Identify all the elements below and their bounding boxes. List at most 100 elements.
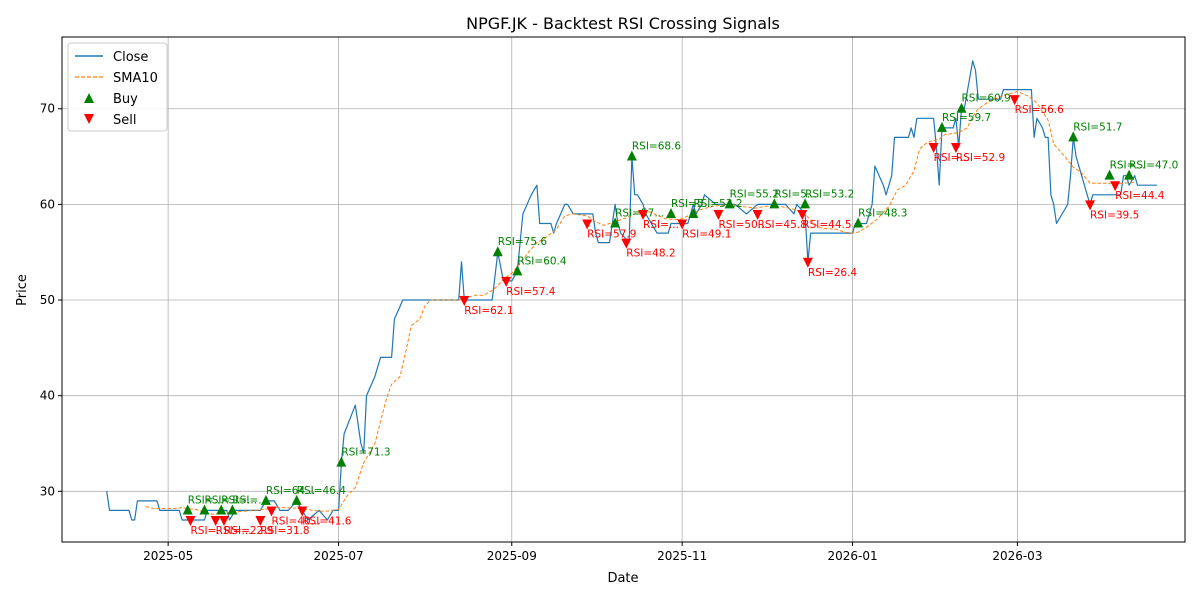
sell-marker: [210, 516, 221, 527]
legend-box: [67, 42, 168, 132]
buy-signal-label: RSI=71.3: [341, 447, 390, 459]
buy-marker: [724, 198, 735, 209]
sell-signal-label: RSI=52.9: [956, 152, 1005, 164]
sell-signal-label: RSI=...: [216, 525, 252, 537]
buy-marker: [260, 494, 271, 505]
legend-sell-marker: [84, 114, 94, 124]
sell-signal-label: RSI=22.9: [224, 525, 273, 537]
buy-signal-label: RSI=68.6: [632, 141, 682, 153]
sell-marker: [677, 219, 688, 230]
buy-marker: [227, 504, 238, 515]
y-tick-label: 70: [40, 102, 55, 116]
buy-marker: [853, 217, 864, 228]
buy-marker: [182, 504, 193, 515]
sell-signal-label: RSI=62.1: [464, 305, 513, 317]
x-axis-title: Date: [607, 571, 638, 586]
y-tick-label: 30: [40, 484, 55, 498]
sell-signal-label: RSI=50...: [718, 219, 767, 231]
x-tick-label: 2026-01: [827, 549, 877, 563]
buy-signal-label: RSI=...: [1110, 160, 1146, 172]
axis-ticks: 2025-05 2025-07 2025-09 2025-11 2026-01 2026-…: [40, 102, 1043, 563]
sell-signal-label: RSI=...: [643, 219, 679, 231]
sell-marker: [297, 506, 308, 517]
sell-signal-label: RSI=39.5: [1090, 209, 1139, 221]
sell-marker: [950, 142, 961, 153]
legend-close-label: Close: [113, 50, 148, 65]
x-tick-label: 2025-11: [657, 549, 707, 563]
sell-marker: [797, 209, 808, 220]
sell-marker: [638, 209, 649, 220]
buy-signal-label: RSI=...: [204, 494, 240, 506]
sell-marker: [752, 209, 763, 220]
buy-marker: [688, 207, 699, 218]
sell-signal-label: RSI=...: [191, 525, 227, 537]
buy-signal-label: RSI=...: [232, 494, 268, 506]
sell-signal-label: RSI=41.6: [302, 515, 352, 527]
buy-signal-label: RSI=75.6: [498, 236, 548, 248]
chart-title: NPGF.JK - Backtest RSI Crossing Signals: [466, 14, 780, 33]
buy-signal-label: RSI=64...: [266, 485, 315, 497]
y-tick-label: 40: [40, 389, 55, 403]
x-tick-label: 2025-09: [487, 549, 537, 563]
x-tick-label: 2025-05: [143, 549, 193, 563]
buy-marker: [1068, 131, 1079, 142]
sell-marker: [582, 219, 593, 230]
sell-marker: [266, 506, 277, 517]
buy-marker: [199, 504, 210, 515]
buy-signal-label: RSI=59.7: [942, 112, 991, 124]
buy-signal-label: RSI=47.0: [1129, 160, 1178, 172]
sell-signal-label: RSI=48.2: [626, 248, 675, 260]
buy-marker: [769, 198, 780, 209]
y-tick-label: 60: [40, 197, 55, 211]
buy-signal-label: RSI=48.3: [858, 208, 907, 220]
sell-signal-label: RSI=49.1: [682, 229, 731, 241]
sell-signal-label: RSI=...: [934, 152, 970, 164]
legend-buy-label: Buy: [113, 92, 138, 107]
x-tick-label: 2025-07: [313, 549, 363, 563]
buy-marker: [1104, 169, 1115, 180]
sell-marker: [501, 276, 512, 287]
buy-marker: [216, 504, 227, 515]
close-line: [106, 60, 1158, 521]
sell-marker: [185, 516, 196, 527]
buy-signal-label: RSI=5...: [671, 198, 714, 210]
buy-signal-label: RSI=5...: [774, 188, 817, 200]
sell-signal-label: RSI=56.6: [1015, 104, 1065, 116]
buy-marker: [291, 494, 302, 505]
legend-sma10-label: SMA10: [113, 71, 158, 86]
sell-signal-label: RSI=26.4: [808, 267, 858, 279]
buy-marker: [665, 207, 676, 218]
buy-marker: [492, 246, 503, 257]
legend-sell-label: Sell: [113, 113, 136, 128]
sell-marker: [459, 296, 470, 307]
sell-marker: [1110, 181, 1121, 192]
buy-signal-label: RSI=46.4: [297, 485, 347, 497]
sell-marker: [928, 142, 939, 153]
sell-signal-label: RSI=40...: [272, 515, 321, 527]
buy-signal-label: RSI=51.7: [1073, 121, 1122, 133]
sell-signal-label: RSI=45.8: [758, 219, 807, 231]
buy-signal-label: RSI=55.2: [730, 188, 779, 200]
buy-signal-label: RSI=57...: [615, 208, 664, 220]
y-tick-label: 50: [40, 293, 55, 307]
sell-signal-label: RSI=44.5: [802, 219, 851, 231]
sell-marker: [255, 516, 266, 527]
sell-signal-label: RSI=57.4: [506, 286, 556, 298]
sma10-line: [145, 91, 1135, 515]
buy-marker: [1124, 169, 1135, 180]
x-tick-label: 2026-03: [992, 549, 1042, 563]
buy-marker: [610, 217, 621, 228]
sell-signal-label: RSI=31.8: [260, 525, 309, 537]
plot-data: [106, 60, 1158, 521]
sell-marker: [713, 209, 724, 220]
legend: Close SMA10 Buy Sell: [67, 42, 168, 132]
sell-marker: [1085, 200, 1096, 211]
buy-marker: [626, 150, 637, 161]
buy-marker: [800, 198, 811, 209]
legend-buy-marker: [84, 93, 94, 103]
sell-marker: [802, 257, 813, 268]
sell-signal-label: RSI=44.4: [1115, 190, 1165, 202]
buy-marker: [956, 102, 967, 113]
buy-marker: [336, 456, 347, 467]
